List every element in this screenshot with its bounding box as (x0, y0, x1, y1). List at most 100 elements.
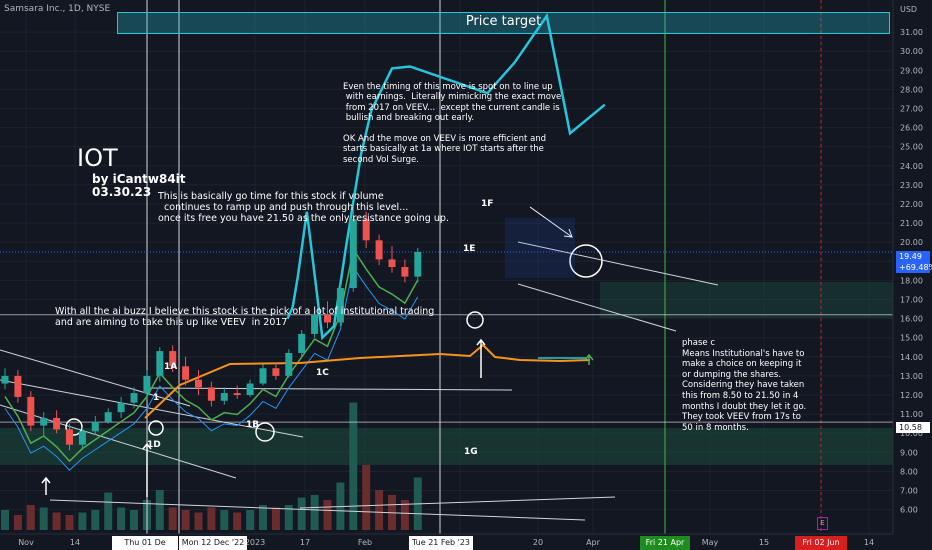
y-tick-label: 26.00 (900, 124, 923, 133)
x-tick-label: 15 (759, 538, 769, 547)
candle-body (182, 366, 190, 380)
label-1f: 1F (481, 199, 494, 209)
arrow-head (476, 338, 486, 346)
candle-body (272, 368, 280, 376)
x-tick-label: 17 (300, 538, 310, 547)
label-1c: 1C (316, 368, 329, 378)
ticker-date: 03.30.23 (92, 185, 152, 199)
y-tick-label: 11.00 (900, 410, 923, 419)
highlight-circle (65, 418, 83, 436)
pointer-arrow-head (563, 228, 573, 238)
pointer-arrow (529, 206, 573, 238)
trend-line (0, 404, 237, 479)
y-tick-label: 24.00 (900, 162, 923, 171)
y-tick-label: 29.00 (900, 66, 923, 75)
candle-body (246, 383, 254, 395)
trend-line (0, 379, 304, 438)
volume-bar (130, 510, 138, 530)
candle-body (362, 219, 370, 241)
y-tick-label: 30.00 (900, 47, 923, 56)
price-target-banner (117, 12, 890, 34)
candle-body (91, 421, 99, 432)
candle-body (259, 368, 267, 384)
y-tick-label: 14.00 (900, 353, 923, 362)
y-tick-label: 8.00 (900, 467, 918, 476)
trend-line (49, 499, 586, 521)
x-tick-label: 20 (533, 538, 543, 547)
volume-bar (39, 507, 48, 530)
candle-body (285, 352, 293, 376)
time-badge-5: Fri 02 Jun '23 (795, 536, 847, 550)
y-tick-label: 31.00 (900, 28, 923, 37)
label-1a: 1A (164, 362, 178, 372)
candle-body (388, 259, 396, 268)
label-1b: 1B (246, 420, 260, 430)
price-target-path (286, 12, 606, 341)
candle-body (414, 251, 422, 277)
candle-body (169, 351, 177, 367)
volume-bar (297, 497, 306, 530)
trend-line (0, 349, 191, 407)
volume-bar (246, 510, 255, 530)
volume-bar (52, 512, 61, 530)
arrow-head (41, 476, 51, 484)
y-tick-label: 7.00 (900, 487, 918, 496)
change-value: +69.48% (899, 263, 932, 272)
candle-body (324, 314, 331, 323)
earnings-marker[interactable]: E (817, 517, 828, 530)
volume-profile-box (505, 218, 575, 278)
candle-body (143, 375, 151, 394)
x-tick-label: Apr (586, 538, 601, 547)
candle-body (156, 351, 164, 376)
highlight-circle (255, 422, 275, 442)
y-tick-label: 6.00 (900, 506, 918, 515)
candle-body (375, 240, 383, 260)
label-1g: 1G (464, 447, 478, 457)
volume-bar (233, 512, 242, 530)
candle-body (1, 375, 9, 384)
x-tick-label: May (702, 538, 719, 547)
y-tick-label: 22.00 (900, 200, 923, 209)
volume-bar (349, 402, 358, 530)
trend-line (517, 241, 719, 286)
candle-body (40, 417, 48, 426)
y-tick-label: 9.00 (900, 448, 918, 457)
candle-body (220, 393, 228, 401)
trend-line (299, 496, 616, 509)
arrow-head (142, 442, 152, 450)
resistance-zone (600, 282, 893, 318)
candle-body (311, 314, 319, 334)
orange-vol-average (144, 343, 591, 419)
volume-bar (13, 515, 22, 530)
volume-bar (155, 490, 164, 530)
volume-bar (271, 507, 280, 530)
time-badge-1: Thu 01 De (112, 536, 178, 550)
time-badge-2: Mon 12 Dec '22 (179, 536, 247, 550)
candle-body (104, 412, 112, 422)
price-target-label: Price target (465, 14, 542, 29)
volume-bar (65, 515, 74, 530)
x-tick-label: 14 (70, 538, 80, 547)
candle-body (130, 393, 138, 403)
volume-bar (194, 512, 203, 530)
y-tick-label: 28.00 (900, 85, 923, 94)
candle-body (233, 393, 241, 395)
volume-bar (375, 490, 384, 530)
note-go-time: This is basically go time for this stock… (158, 191, 449, 224)
note-ai-buzz: With all the ai buzz I believe this stoc… (55, 306, 435, 328)
y-tick-label: 21.00 (900, 219, 923, 228)
volume-bar (1, 510, 9, 530)
note-phase-c: phase c Means Institutional's have to ma… (682, 338, 807, 433)
candle-body (207, 387, 215, 401)
candle-body (117, 402, 125, 413)
candle-body (53, 417, 61, 430)
volume-bar (259, 505, 267, 530)
volume-bar (104, 492, 113, 530)
candle-body (27, 396, 35, 426)
ticker-name: IOT (77, 144, 118, 172)
volume-bar (362, 465, 371, 530)
y-tick-label: 12.00 (900, 391, 923, 400)
y-tick-label: 15.00 (900, 334, 923, 343)
y-tick-label: 18.00 (900, 276, 923, 285)
